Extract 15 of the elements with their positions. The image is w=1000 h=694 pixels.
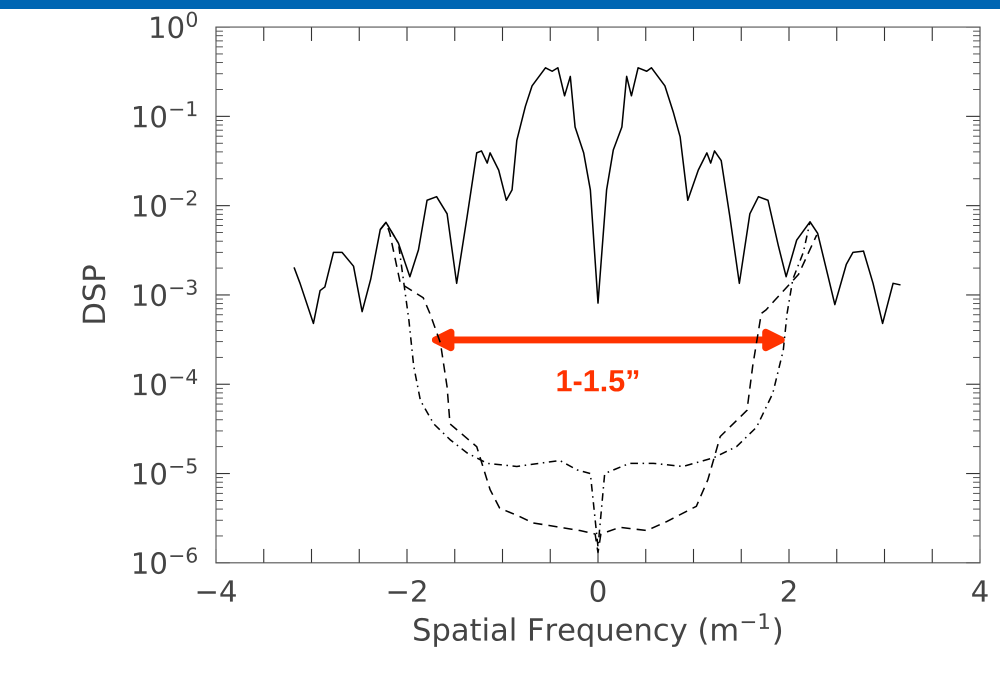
y-tick-label: 10$^{−6}$ [134,547,197,574]
y-tick-label: 10$^{−1}$ [134,101,196,128]
y-tick-label: 10$^{0}$ [151,12,198,38]
x-tick-label: −4 [198,580,236,602]
y-tick-label: 10$^{−4}$ [134,369,198,396]
y-tick-label: 10$^{−2}$ [134,190,196,217]
annotation: 1-1.5” [557,370,638,392]
y-tick-label: 10$^{−3}$ [134,279,197,306]
x-tick-label: −2 [388,580,426,602]
x-axis-title: Spatial Frequency (m$^{−1}$) [414,613,782,647]
x-tick-label: 0 [590,580,606,602]
x-tick-label: 2 [782,580,796,602]
y-axis-title: DSP [82,265,106,323]
y-tick-label: 10$^{−5}$ [134,458,196,485]
x-tick-label: 4 [972,580,988,602]
